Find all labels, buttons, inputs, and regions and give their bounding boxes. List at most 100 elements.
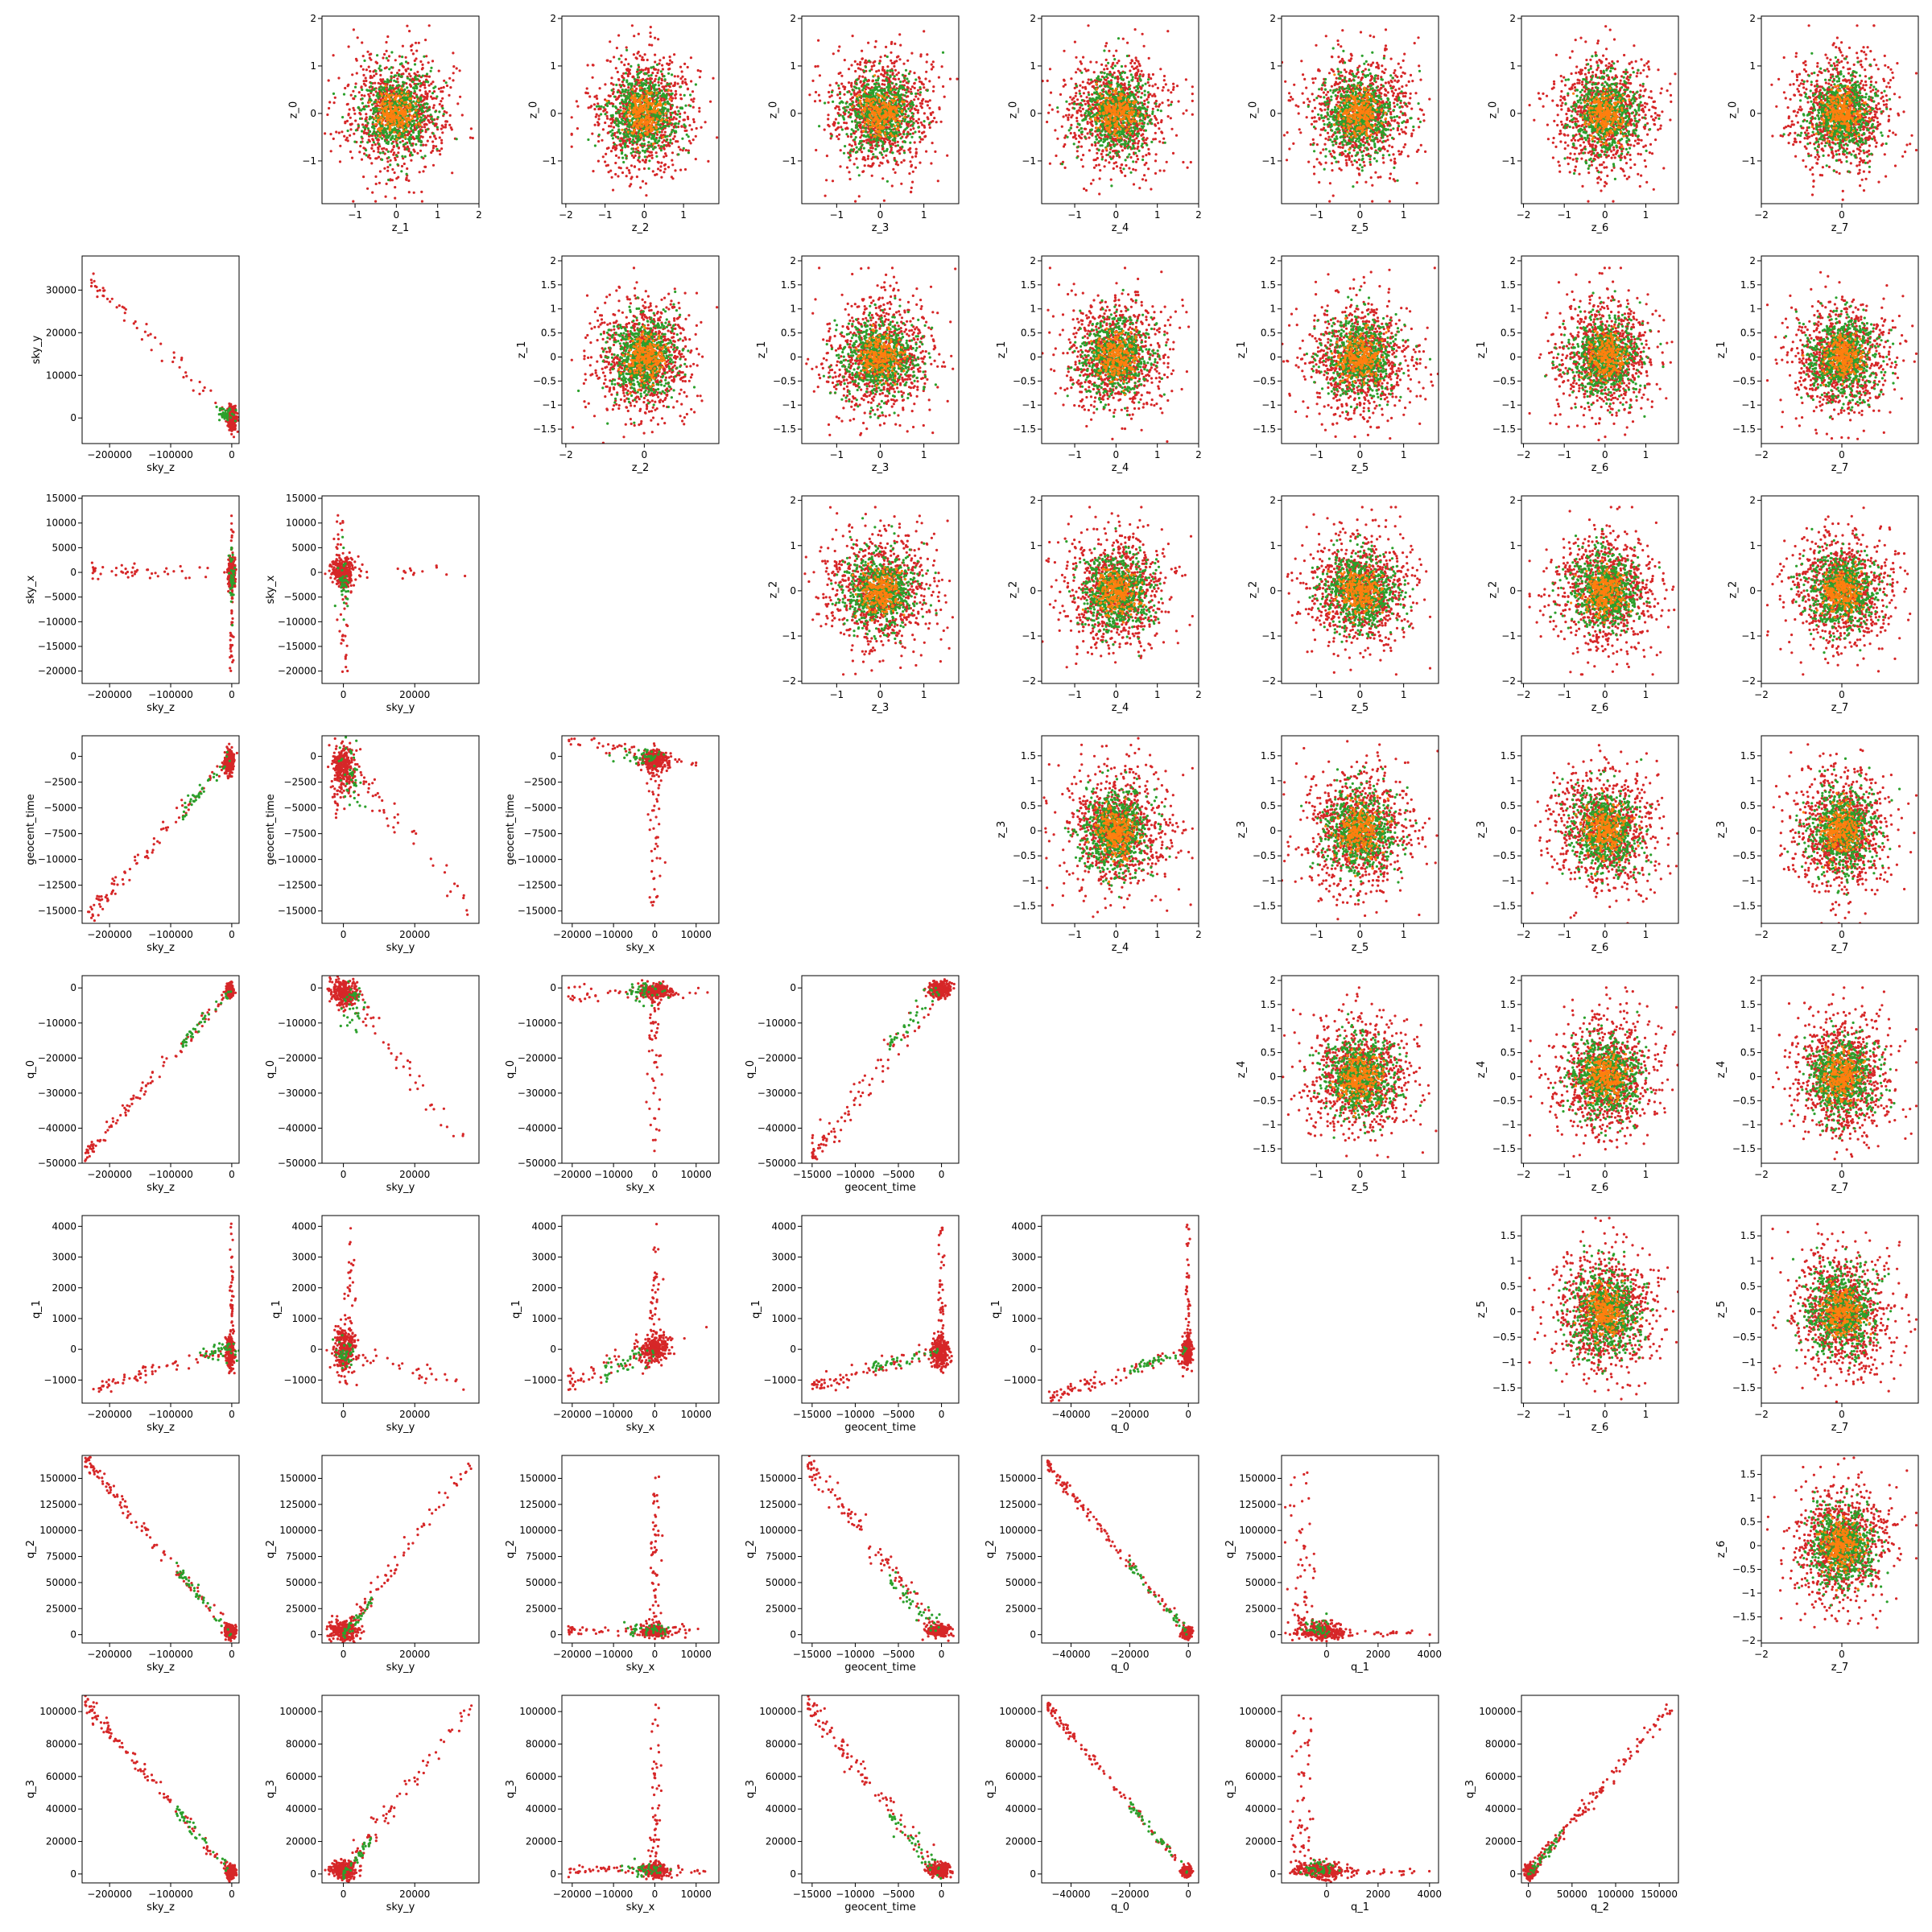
point-red [890,149,893,151]
point-red [360,86,362,89]
point-orange [621,129,623,131]
point-red [865,139,868,142]
point-red [365,116,368,118]
point-green [374,108,377,110]
point-red [361,41,363,43]
point-red [919,80,921,83]
point-red [655,75,658,77]
point-green [627,89,630,92]
point-green [854,120,857,122]
point-red [900,183,902,185]
point-green [671,112,674,114]
point-green [625,139,628,142]
point-red [363,80,365,82]
point-red [854,143,857,146]
point-green [663,75,666,77]
point-orange [654,100,656,102]
point-orange [381,122,383,125]
point-red [405,56,407,59]
point-red [334,97,336,99]
point-green [894,139,896,142]
point-orange [645,97,647,99]
point-green [867,111,869,114]
point-green [906,133,908,135]
point-red [441,131,444,134]
point-green [622,79,625,81]
point-green [603,106,605,109]
point-red [647,68,650,70]
point-red [448,94,450,97]
point-green [824,101,826,104]
point-green [906,126,908,129]
point-red [597,118,600,120]
point-red [855,130,857,133]
point-red [650,154,653,156]
point-orange [386,97,388,99]
point-red [949,78,952,80]
point-green [386,78,389,80]
point-orange [652,102,654,105]
point-red [898,72,900,74]
point-orange [374,117,376,119]
point-red [913,82,915,85]
point-orange [642,109,644,111]
point-red [430,151,432,154]
point-red [431,60,434,62]
point-red [355,82,357,85]
point-red [420,191,423,193]
point-red [894,78,897,80]
point-red [349,117,352,119]
point-red [374,143,377,146]
point-red [639,55,642,57]
point-red [672,138,675,140]
point-green [419,99,422,101]
point-green [390,138,392,141]
point-red [630,177,632,180]
point-green [619,132,621,134]
point-red [921,100,923,102]
point-orange [410,97,412,100]
point-green [856,97,858,100]
point-green [868,60,870,62]
point-orange [656,109,658,112]
point-green [877,79,879,81]
point-orange [662,136,664,138]
point-green [411,154,414,156]
point-orange [633,123,635,126]
point-green [886,73,889,76]
point-red [362,55,365,57]
point-red [886,159,889,162]
point-red [929,99,931,101]
point-green [689,105,691,107]
point-red [868,80,870,82]
point-green [888,128,890,130]
point-green [909,133,911,135]
point-red [602,128,605,130]
point-red [409,155,411,157]
point-green [671,73,673,76]
point-red [919,93,921,96]
point-red [928,80,931,82]
point-red [941,65,943,68]
point-red [374,82,376,85]
point-green [420,109,423,111]
point-red [394,171,396,174]
point-green [666,122,668,124]
point-green [911,115,914,118]
point-red [612,93,614,95]
point-orange [391,124,394,126]
point-red [679,77,682,80]
point-red [677,75,679,77]
point-green [386,57,388,60]
point-red [931,68,933,70]
point-orange [646,118,648,120]
point-red [366,188,369,190]
point-green [361,136,363,138]
point-red [840,149,842,151]
point-orange [381,107,383,109]
point-red [427,119,430,122]
point-green [907,80,910,83]
point-orange [629,107,631,109]
point-green [877,82,880,85]
point-red [907,149,910,151]
